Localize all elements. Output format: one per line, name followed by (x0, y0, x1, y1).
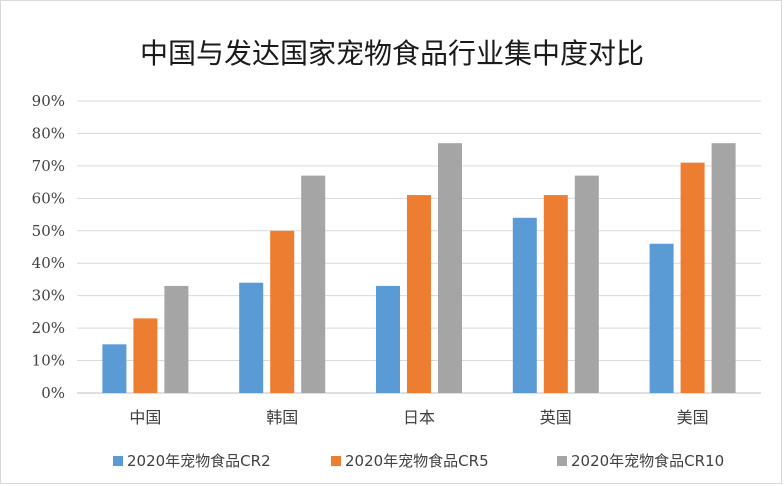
x-category-label: 美国 (677, 408, 709, 427)
bar-1-3 (376, 285, 400, 393)
bar-3-1 (164, 285, 189, 393)
bar-1-5 (649, 243, 674, 393)
y-tick-label: 50% (32, 222, 65, 240)
y-tick-label: 60% (32, 189, 65, 207)
bar-2-5 (680, 162, 705, 393)
bars (102, 143, 736, 393)
legend-label: 2020年宠物食品CR2 (127, 452, 271, 470)
y-tick-label: 0% (41, 384, 65, 402)
y-tick-label: 20% (32, 319, 65, 337)
x-category-label: 中国 (129, 408, 161, 427)
legend-swatch (113, 456, 123, 466)
legend-swatch (331, 456, 341, 466)
legend: 2020年宠物食品CR2 2020年宠物食品CR5 2020年宠物食品CR10 (113, 452, 724, 470)
bar-2-4 (543, 195, 568, 393)
y-tick-label: 90% (32, 92, 65, 110)
bar-3-4 (574, 175, 599, 393)
y-tick-label: 40% (32, 254, 65, 272)
x-category-label: 日本 (403, 408, 435, 427)
bar-2-2 (270, 230, 295, 393)
y-tick-label: 80% (32, 124, 65, 142)
legend-label: 2020年宠物食品CR5 (345, 452, 489, 470)
y-axis-ticks: 0% 10% 20% 30% 40% 50% 60% 70% 80% 90% (32, 92, 65, 402)
x-axis-categories: 中国 韩国 日本 英国 美国 (129, 408, 708, 427)
bar-3-2 (301, 175, 326, 393)
bar-3-3 (438, 143, 462, 393)
y-tick-label: 10% (32, 352, 65, 370)
bar-2-3 (407, 195, 431, 393)
chart-title: 中国与发达国家宠物食品行业集中度对比 (140, 37, 644, 70)
legend-label: 2020年宠物食品CR10 (571, 452, 724, 470)
bar-2-1 (133, 318, 158, 393)
bar-3-5 (711, 143, 736, 393)
bar-1-4 (512, 217, 537, 393)
x-category-label: 英国 (540, 408, 572, 427)
y-tick-label: 30% (32, 287, 65, 305)
legend-swatch (557, 456, 567, 466)
bar-1-1 (102, 344, 127, 393)
x-category-label: 韩国 (266, 408, 298, 427)
bar-1-2 (239, 282, 264, 393)
y-tick-label: 70% (32, 157, 65, 175)
